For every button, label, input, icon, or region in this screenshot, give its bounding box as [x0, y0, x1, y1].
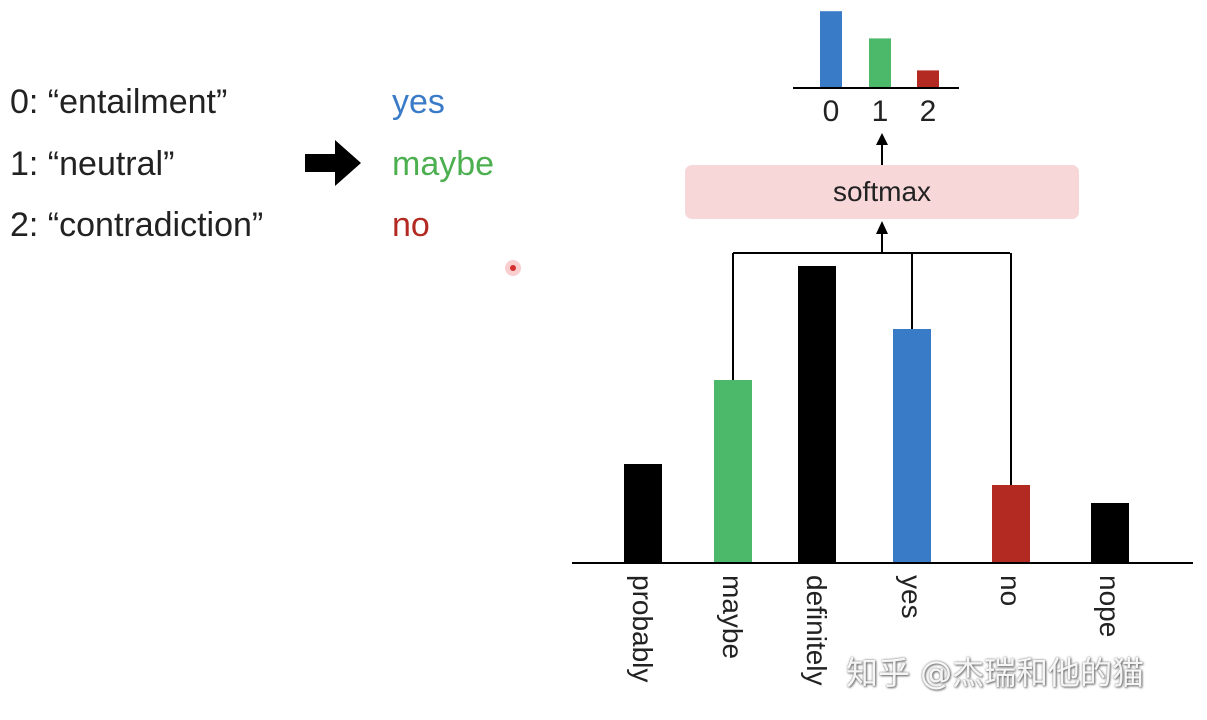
output-bar-1: [869, 38, 891, 88]
answer-no: no: [392, 206, 430, 244]
bar-maybe: [714, 380, 752, 563]
softmax-output-arrowhead: [876, 133, 888, 145]
tick-label-yes: yes: [896, 575, 927, 619]
label-neutral: 1: “neutral”: [10, 145, 175, 183]
bar-probably: [624, 464, 662, 563]
watermark: 知乎 @杰瑞和他的猫: [846, 654, 1145, 692]
label-entailment: 0: “entailment”: [10, 83, 228, 121]
tick-label-probably: probably: [627, 575, 658, 682]
cursor-dot-icon: [505, 260, 521, 276]
right-arrow-icon: [305, 140, 361, 186]
output-bar-2: [917, 70, 939, 88]
softmax-input-arrowhead: [876, 221, 888, 234]
tick-label-maybe: maybe: [717, 575, 748, 659]
tick-label-no: no: [995, 575, 1026, 606]
label-contradiction: 2: “contradiction”: [10, 206, 264, 244]
output-bar-0: [820, 11, 842, 89]
softmax-label: softmax: [833, 176, 931, 207]
answer-maybe: maybe: [392, 145, 495, 183]
output-tick-label-2: 2: [920, 95, 937, 128]
bar-no: [992, 485, 1030, 563]
output-tick-label-0: 0: [823, 95, 840, 128]
output-tick-label-1: 1: [872, 95, 889, 128]
tick-label-nope: nope: [1094, 575, 1125, 637]
tick-label-definitely: definitely: [801, 575, 832, 686]
bar-yes: [893, 329, 931, 563]
answer-yes: yes: [392, 83, 445, 121]
bar-nope: [1091, 503, 1129, 563]
bar-definitely: [798, 266, 836, 563]
softmax-box: [685, 165, 1079, 219]
